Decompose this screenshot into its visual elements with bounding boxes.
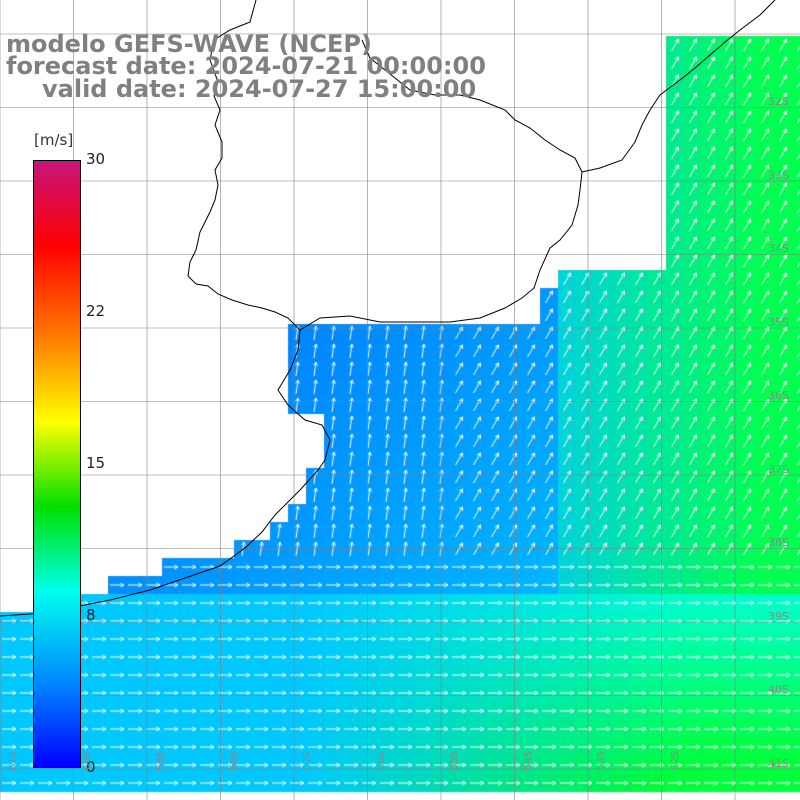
colorbar-tick-15: 15 [86, 454, 106, 472]
latitude-label: 39S [768, 609, 789, 623]
colorbar [33, 160, 81, 768]
longitude-label: 61S [8, 750, 19, 770]
title-forecast-date: forecast date: 2024-07-21 00:00:00 [6, 52, 486, 80]
title-model: modelo GEFS-WAVE (NCEP) [6, 30, 372, 58]
longitude-label: 60S [81, 750, 93, 770]
latitude-label: 35S [768, 315, 789, 329]
longitude-label: 59S [155, 750, 166, 770]
colorbar-tick-22: 22 [86, 302, 106, 320]
longitude-label: 56S [375, 750, 387, 770]
longitude-label: 55S [449, 750, 460, 770]
colorbar-tick-0: 0 [86, 758, 96, 776]
colorbar-unit-label: [m/s] [34, 131, 74, 149]
latitude-label: 32S [768, 95, 789, 108]
latitude-label: 36S [768, 389, 789, 402]
longitude-label: 58S [228, 750, 240, 770]
latitude-label: 33S [768, 168, 789, 182]
latitude-label: 37S [768, 462, 789, 476]
longitude-label: 52S [669, 750, 681, 770]
longitude-label: 53S [596, 750, 607, 770]
title-valid-date: valid date: 2024-07-27 15:00:00 [42, 75, 477, 103]
longitude-label: 54S [522, 750, 534, 770]
latitude-label: 38S [768, 536, 789, 549]
colorbar-tick-8: 8 [86, 606, 96, 624]
coastline [0, 0, 776, 617]
longitude-label: 57S [302, 750, 313, 770]
colorbar-tick-30: 30 [86, 150, 106, 168]
latitude-label: 40S [768, 683, 789, 696]
latitude-label: 34S [768, 242, 789, 255]
latitude-label: 41S [768, 756, 789, 770]
